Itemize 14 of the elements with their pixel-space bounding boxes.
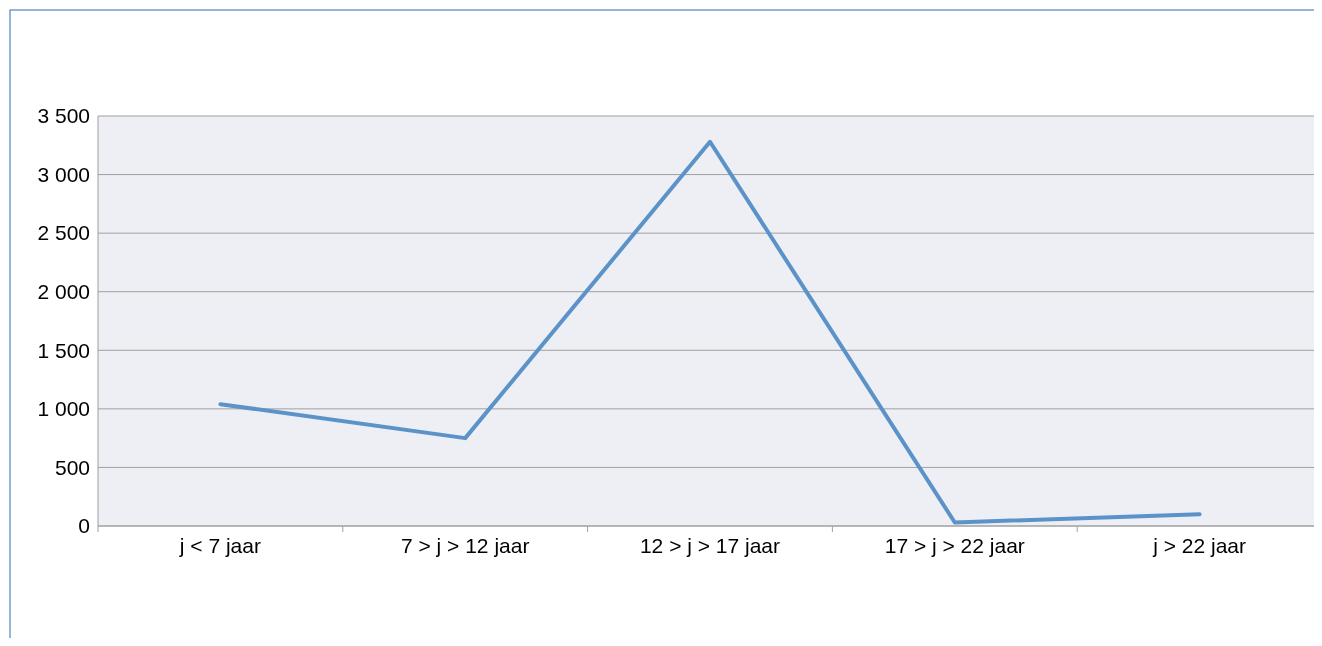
y-tick-label: 3 500 <box>37 104 90 128</box>
y-tick-label: 3 000 <box>37 162 90 186</box>
x-tick-label: j > 22 jaar <box>1152 534 1247 557</box>
x-tick-label: 17 > j > 22 jaar <box>884 534 1025 557</box>
line-series <box>218 139 1202 525</box>
y-tick-label: 2 000 <box>37 280 90 304</box>
y-tick-label: 2 500 <box>37 221 90 245</box>
x-tick-label: 12 > j > 17 jaar <box>639 534 781 557</box>
y-tick-label: 1 500 <box>37 338 90 362</box>
x-tick-label: j < 7 jaar <box>178 534 261 557</box>
x-tick-label: 7 > j > 12 jaar <box>400 534 530 557</box>
y-tick-label: 0 <box>78 514 90 538</box>
y-tick-label: 500 <box>54 455 90 479</box>
y-tick-label: 1 000 <box>37 397 90 421</box>
